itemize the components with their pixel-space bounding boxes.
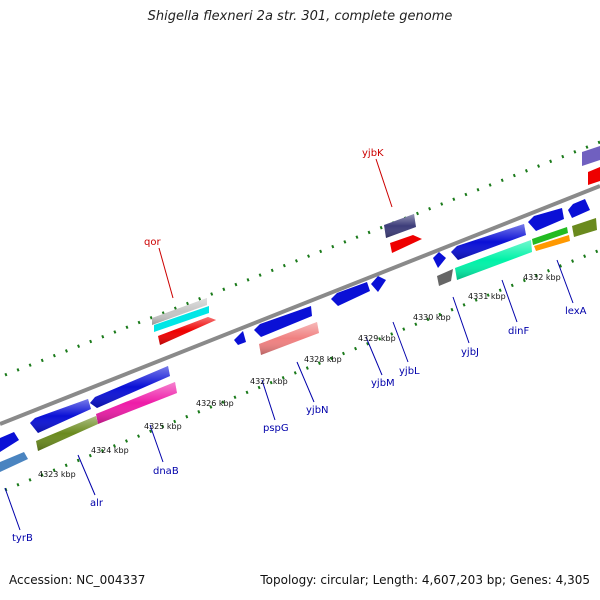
gene-left-blue (0, 432, 19, 452)
scale-label: 4330 kbp (413, 313, 451, 322)
gene-forward-purple (582, 146, 600, 166)
leader-qor (158, 247, 174, 299)
gene-yjbJ (437, 269, 453, 286)
map-title: Shigella flexneri 2a str. 301, complete … (147, 9, 453, 24)
gene-lexA-green (532, 227, 568, 245)
gene-pspG (234, 331, 246, 345)
leader-lexA (556, 259, 574, 304)
gene-label-dinF: dinF (508, 326, 529, 337)
gene-forward-red-3 (588, 167, 600, 185)
leader-yjbM (365, 336, 383, 376)
leader-dinF (501, 279, 518, 323)
leader-tyrB (4, 487, 21, 531)
gene-label-tyrB: tyrB (12, 533, 33, 544)
inner-tick-ring (4, 248, 600, 492)
gene-yjbL (371, 276, 386, 292)
gene-label-alr: alr (90, 498, 104, 509)
scale-label: 4324 kbp (91, 446, 129, 455)
leader-alr (77, 454, 96, 496)
scale-label: 4332 kbp (523, 273, 561, 282)
leader-yjbN (296, 361, 315, 403)
gene-label-dnaB: dnaB (153, 466, 179, 477)
gene-label-yjbM: yjbM (371, 378, 395, 389)
gene-lexA-blue (528, 208, 564, 231)
leader-dnaB (149, 424, 164, 463)
gene-lexA-orange (534, 235, 570, 251)
genome-summary: Topology: circular; Length: 4,607,203 bp… (260, 573, 590, 587)
gene-label-qor: qor (144, 237, 161, 248)
gene-tyrB (0, 452, 28, 472)
gene-right-olive (572, 218, 597, 237)
leader-yjbJ (452, 296, 470, 344)
gene-yjbJ-blue (433, 252, 446, 268)
gene-label-yjbK: yjbK (362, 148, 384, 159)
gene-label-yjbN: yjbN (306, 405, 329, 416)
leader-yjbK (375, 158, 393, 208)
gene-label-yjbJ: yjbJ (461, 347, 479, 358)
scale-label: 4327 kbp (250, 377, 288, 386)
gene-label-lexA: lexA (565, 306, 587, 317)
leader-yjbL (392, 321, 409, 363)
gene-label-yjbL: yjbL (399, 366, 420, 377)
scale-label: 4328 kbp (304, 355, 342, 364)
scale-label: 4323 kbp (38, 470, 76, 479)
scale-label: 4326 kbp (196, 399, 234, 408)
genome-backbone (0, 184, 600, 426)
gene-yjbK (384, 214, 416, 238)
scale-label: 4325 kbp (144, 422, 182, 431)
gene-yjbM (331, 282, 370, 306)
gene-forward-red-2 (390, 235, 422, 253)
accession-label: Accession: NC_004337 (9, 573, 146, 587)
scale-label: 4331 kbp (468, 292, 506, 301)
gene-label-pspG: pspG (263, 423, 289, 434)
leader-pspG (261, 379, 276, 421)
scale-label: 4329 kbp (358, 334, 396, 343)
gene-right-blue (568, 199, 590, 218)
